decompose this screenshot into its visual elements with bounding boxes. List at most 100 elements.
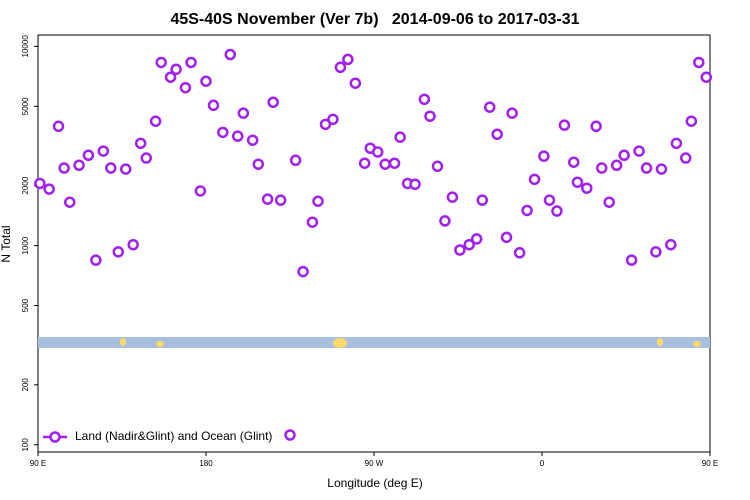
data-point: [261, 193, 274, 205]
data-point: [63, 196, 76, 208]
data-point: [297, 265, 309, 278]
data-point: [119, 163, 132, 175]
data-point: [155, 56, 167, 69]
legend: Land (Nadir&Glint) and Ocean (Glint): [43, 429, 296, 443]
data-point: [670, 137, 683, 150]
data-point: [679, 152, 692, 164]
data-point: [567, 156, 580, 168]
data-point: [224, 48, 237, 61]
data-point: [112, 246, 125, 258]
data-point: [289, 154, 302, 167]
data-point: [506, 107, 518, 119]
data-point: [127, 238, 139, 251]
data-point: [34, 177, 46, 190]
data-point: [58, 162, 70, 174]
data-point: [358, 157, 371, 169]
data-point: [379, 158, 391, 170]
data-point: [179, 81, 192, 94]
data-point: [483, 101, 496, 113]
data-point: [439, 215, 451, 227]
data-point: [513, 247, 526, 259]
data-point: [431, 160, 444, 173]
land-ocean-strip: [38, 337, 710, 348]
data-point: [207, 99, 220, 112]
data-point: [603, 196, 615, 208]
data-point: [633, 145, 645, 157]
data-point: [140, 152, 153, 164]
data-point: [43, 183, 55, 195]
data-point: [267, 96, 279, 109]
y-axis-label: N Total: [0, 225, 13, 262]
data-point: [470, 233, 483, 245]
y-tick-label: 200: [21, 378, 30, 392]
data-point: [595, 162, 608, 174]
data-point: [185, 56, 197, 69]
data-point: [327, 113, 339, 126]
y-tick-label: 10000: [21, 35, 30, 58]
data-point: [538, 150, 550, 162]
x-tick-label: 90 E: [702, 459, 718, 468]
data-point: [170, 63, 182, 76]
data-point: [476, 194, 489, 206]
data-point: [149, 115, 162, 127]
data-point: [590, 120, 602, 133]
data-point: [571, 176, 584, 188]
data-point: [73, 159, 85, 171]
data-point: [640, 162, 653, 174]
data-point: [528, 173, 541, 186]
x-tick-label: 90 E: [30, 459, 46, 468]
data-point: [700, 71, 713, 83]
data-point: [164, 71, 177, 83]
data-point: [342, 53, 354, 66]
data-point: [685, 115, 698, 127]
x-axis-label: Longitude (deg E): [327, 476, 422, 490]
data-point: [618, 149, 630, 161]
data-point: [371, 146, 384, 158]
y-tick-label: 500: [21, 298, 30, 312]
data-point: [394, 131, 406, 143]
data-point: [90, 254, 102, 266]
x-tick-label: 180: [199, 459, 213, 468]
data-point: [252, 158, 265, 170]
y-tick-label: 5000: [21, 97, 30, 115]
data-point: [246, 134, 259, 146]
data-point: [610, 159, 623, 171]
data-point: [274, 194, 287, 206]
data-point: [217, 126, 229, 139]
data-point: [388, 157, 401, 169]
data-point: [454, 244, 466, 256]
data-point: [446, 191, 459, 203]
data-point: [424, 110, 436, 122]
data-point: [693, 56, 705, 69]
legend-label: Land (Nadir&Glint) and Ocean (Glint): [75, 429, 272, 443]
data-point: [194, 185, 207, 197]
data-point: [52, 120, 65, 133]
data-point: [650, 246, 662, 258]
data-point: [418, 93, 431, 106]
data-point: [665, 238, 677, 251]
data-point: [500, 231, 513, 244]
data-point: [200, 75, 212, 87]
data-point: [551, 205, 563, 217]
y-tick-label: 1000: [21, 236, 30, 254]
data-point: [105, 162, 117, 174]
data-point: [82, 149, 95, 161]
data-point: [349, 77, 362, 89]
data-point: [558, 119, 571, 131]
x-tick-label: 0: [540, 459, 545, 468]
y-tick-label: 2000: [21, 176, 30, 194]
data-point: [237, 107, 250, 119]
data-point: [231, 130, 244, 142]
chart-title: 45S-40S November (Ver 7b) 2014-09-06 to …: [170, 11, 579, 28]
data-point: [491, 128, 503, 141]
data-point: [521, 204, 533, 217]
data-point: [581, 182, 593, 194]
data-point: [134, 137, 147, 150]
data-point: [625, 254, 638, 266]
data-point: [312, 195, 324, 207]
y-tick-label: 100: [21, 438, 30, 452]
data-point: [543, 194, 556, 206]
data-point: [334, 61, 347, 74]
data-point: [306, 216, 319, 228]
